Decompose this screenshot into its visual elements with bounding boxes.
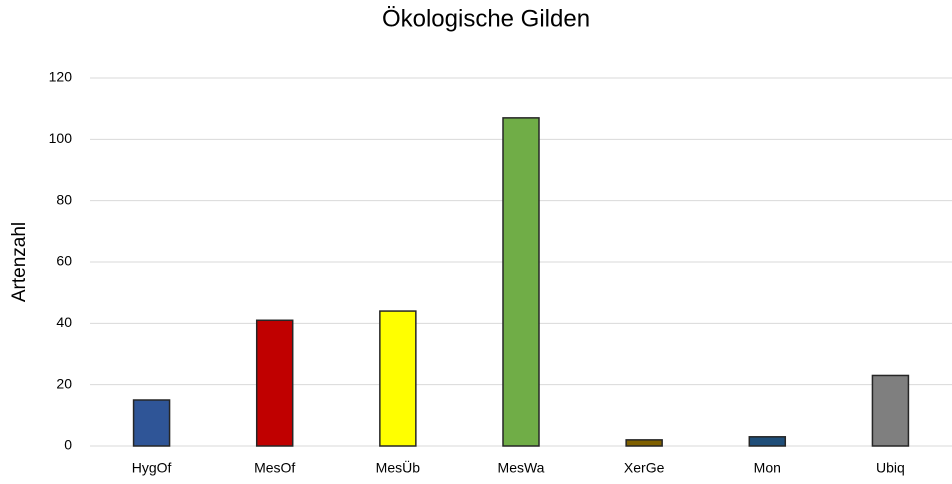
bar — [625, 439, 663, 447]
y-tick-label: 60 — [56, 253, 72, 269]
x-tick-label: MesÜb — [376, 459, 421, 476]
bar — [132, 399, 171, 447]
x-tick-label: MesWa — [498, 460, 545, 476]
x-tick-label: Mon — [754, 460, 781, 476]
x-tick-label: XerGe — [624, 460, 665, 476]
x-tick-label: Ubiq — [876, 460, 905, 476]
x-tick-label: MesOf — [254, 460, 295, 476]
x-tick-label: HygOf — [132, 460, 172, 476]
chart-title: Ökologische Gilden — [382, 5, 590, 32]
y-tick-label: 80 — [56, 191, 72, 207]
bar — [502, 117, 540, 447]
y-tick-label: 100 — [49, 130, 73, 146]
bar — [255, 319, 294, 447]
bar — [748, 436, 787, 447]
y-tick-label: 40 — [56, 314, 72, 330]
y-axis-label: Artenzahl — [9, 222, 30, 302]
y-tick-label: 0 — [64, 437, 72, 453]
y-tick-label: 120 — [49, 69, 73, 85]
bar — [871, 374, 910, 447]
y-tick-label: 20 — [56, 375, 72, 391]
bar — [379, 310, 417, 447]
